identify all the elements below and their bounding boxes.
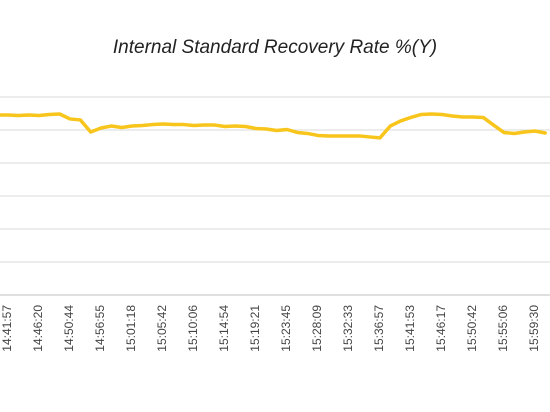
x-tick-label: 15:59:30	[527, 305, 541, 352]
x-tick-label: 15:23:45	[279, 305, 293, 352]
x-tick-label: 14:46:20	[31, 305, 45, 352]
data-line	[0, 112, 547, 140]
x-tick-label: 15:55:06	[496, 305, 510, 352]
x-tick-label: 15:28:09	[310, 305, 324, 352]
x-tick-label: 15:41:53	[403, 305, 417, 352]
x-tick-label: 14:56:55	[93, 305, 107, 352]
x-tick-label: 15:50:42	[465, 305, 479, 352]
x-tick-label: 15:14:54	[217, 305, 231, 352]
x-tick-label: 15:10:06	[186, 305, 200, 352]
x-tick-label: 15:19:21	[248, 305, 262, 352]
x-tick-label: 15:36:57	[372, 305, 386, 352]
x-tick-label: 14:50:44	[62, 305, 76, 352]
x-tick-label: 15:32:33	[341, 305, 355, 352]
x-tick-label: 15:05:42	[155, 305, 169, 352]
chart-title: Internal Standard Recovery Rate %(Y)	[113, 37, 437, 58]
x-tick-label: 15:01:18	[124, 305, 138, 352]
x-tick-label: 15:46:17	[434, 305, 448, 352]
x-tick-label: 14:41:57	[0, 305, 14, 352]
